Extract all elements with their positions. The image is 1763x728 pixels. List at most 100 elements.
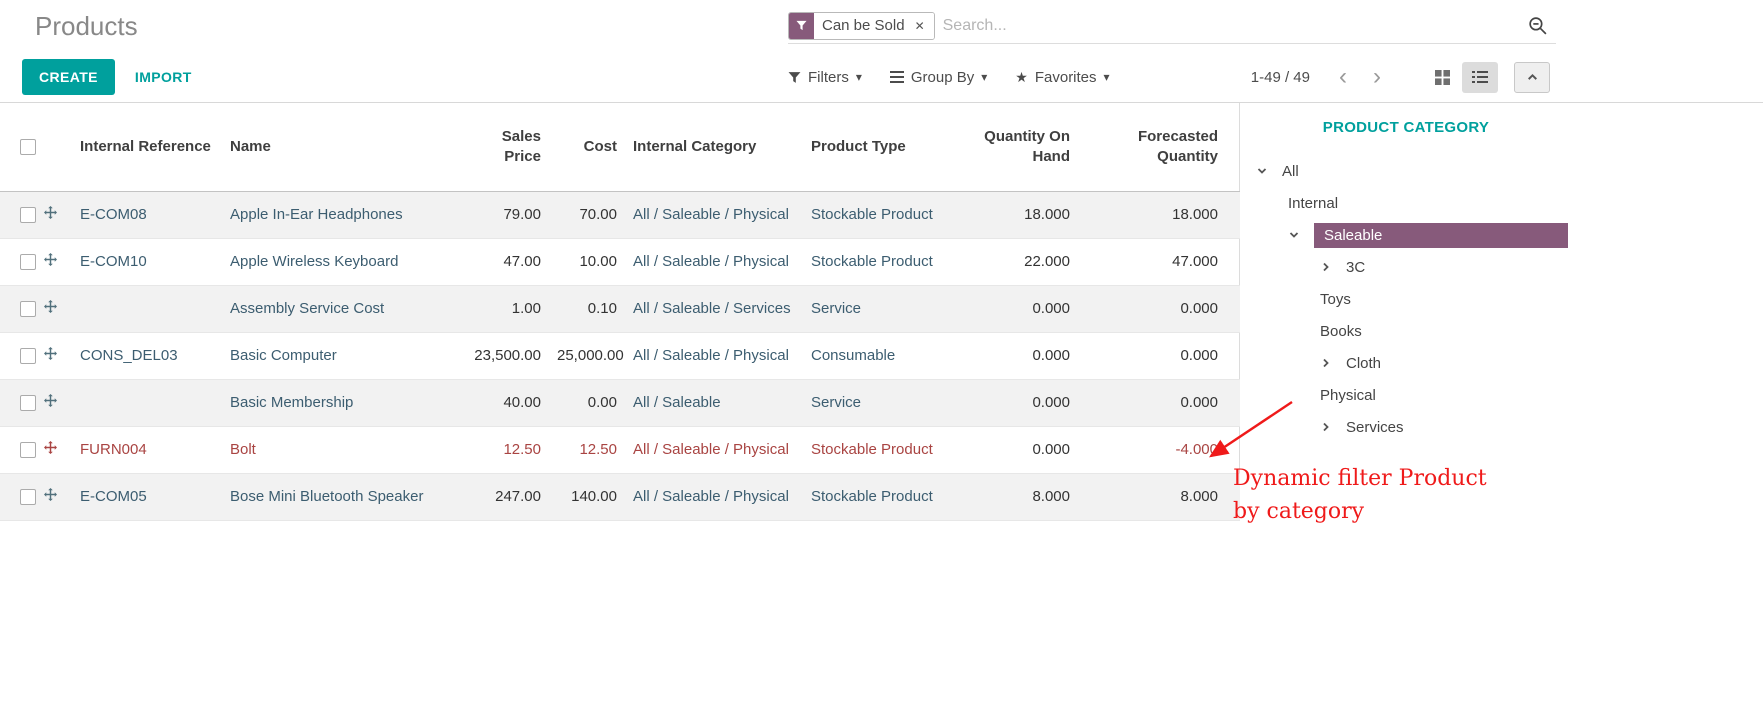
row-checkbox[interactable] — [20, 301, 36, 318]
category-item-internal[interactable]: Internal — [1240, 187, 1572, 219]
product-name-cell[interactable]: Basic Computer — [230, 347, 337, 364]
facet-remove-icon[interactable]: ✕ — [912, 12, 934, 39]
list-view-button[interactable] — [1462, 61, 1498, 93]
filters-label: Filters — [808, 68, 849, 86]
product-name-cell[interactable]: Basic Membership — [230, 394, 354, 411]
sales-price-cell: 1.00 — [511, 300, 541, 317]
row-select-cell — [0, 239, 42, 286]
table-row[interactable]: E-COM10 Apple Wireless Keyboard 47.00 10.00… — [0, 239, 1240, 286]
table-row[interactable]: E-COM08 Apple In-Ear Headphones 79.00 70.00… — [0, 191, 1240, 239]
internal-category-cell: All / Saleable / Services — [633, 300, 791, 317]
import-button[interactable]: IMPORT — [134, 69, 192, 85]
table-row[interactable]: E-COM05 Bose Mini Bluetooth Speaker 247.00… — [0, 473, 1240, 521]
chevron-down-icon[interactable] — [1256, 165, 1282, 177]
product-type-cell: Stockable Product — [811, 206, 933, 223]
group-by-label: Group By — [910, 68, 975, 86]
select-all-checkbox[interactable] — [20, 139, 36, 156]
column-header-cost[interactable]: Cost — [549, 103, 625, 192]
annotation-line-1: Dynamic filter Product — [1233, 466, 1487, 491]
chevron-right-icon[interactable] — [1320, 357, 1346, 369]
table-row[interactable]: FURN004 Bolt 12.50 12.50 All / Saleable / Ph… — [0, 427, 1240, 474]
column-header-internal-reference[interactable]: Internal Reference — [72, 103, 222, 192]
category-item-saleable[interactable]: Saleable — [1240, 219, 1572, 251]
row-checkbox[interactable] — [20, 348, 36, 365]
create-button[interactable]: CREATE — [22, 59, 115, 95]
internal-reference-cell: FURN004 — [80, 441, 147, 458]
search-facet-can-be-sold[interactable]: Can be Sold ✕ — [788, 11, 935, 40]
table-row[interactable]: Basic Membership 40.00 0.00 All / Saleable S… — [0, 379, 1240, 427]
cost-cell: 12.50 — [579, 441, 617, 458]
move-icon — [44, 253, 57, 266]
category-item-toys[interactable]: Toys — [1240, 283, 1572, 315]
product-name-cell[interactable]: Assembly Service Cost — [230, 300, 385, 317]
table-row[interactable]: Assembly Service Cost 1.00 0.10 All / Salea… — [0, 285, 1240, 333]
chevron-right-icon[interactable] — [1320, 421, 1346, 433]
page-title: Products — [35, 10, 138, 41]
drag-handle-icon[interactable] — [42, 474, 72, 521]
row-checkbox[interactable] — [20, 395, 36, 412]
drag-handle-icon[interactable] — [42, 192, 72, 239]
drag-handle-icon[interactable] — [42, 333, 72, 380]
category-item-cloth[interactable]: Cloth — [1240, 347, 1572, 379]
category-label: Toys — [1320, 290, 1351, 308]
category-item-physical[interactable]: Physical — [1240, 379, 1572, 411]
drag-handle-icon[interactable] — [42, 286, 72, 333]
row-select-cell — [0, 286, 42, 333]
product-table: Internal Reference Name Sales Price Cost… — [0, 103, 1240, 521]
drag-handle-icon[interactable] — [42, 427, 72, 474]
pager-previous-button[interactable]: ‹ — [1326, 65, 1360, 89]
row-checkbox[interactable] — [20, 254, 36, 271]
product-name-cell[interactable]: Apple Wireless Keyboard — [230, 253, 399, 270]
favorites-dropdown[interactable]: ★ Favorites ▾ — [1015, 69, 1109, 86]
filters-dropdown[interactable]: Filters ▾ — [788, 69, 862, 86]
chevron-right-icon[interactable] — [1320, 261, 1346, 273]
pager-next-button[interactable]: › — [1360, 65, 1394, 89]
bars-icon — [889, 71, 904, 83]
kanban-view-button[interactable] — [1424, 62, 1460, 93]
column-header-internal-category[interactable]: Internal Category — [625, 103, 803, 192]
chevron-down-icon: ▾ — [981, 70, 988, 84]
list-icon — [1472, 71, 1488, 83]
column-header-product-type[interactable]: Product Type — [803, 103, 963, 192]
chevron-down-icon[interactable] — [1288, 229, 1314, 241]
column-header-forecasted-quantity[interactable]: Forecasted Quantity — [1078, 103, 1240, 192]
quantity-on-hand-cell: 8.000 — [1032, 488, 1070, 505]
column-header-sales-price[interactable]: Sales Price — [457, 103, 549, 192]
sales-price-cell: 47.00 — [503, 253, 541, 270]
move-icon — [44, 488, 57, 501]
row-select-cell — [0, 427, 42, 474]
search-input[interactable] — [942, 8, 1527, 43]
collapse-panel-button[interactable] — [1514, 61, 1550, 93]
cost-cell: 0.10 — [587, 300, 617, 317]
product-name-cell[interactable]: Apple In-Ear Headphones — [230, 206, 403, 223]
top-bar: Products Can be Sold ✕ — [0, 0, 1763, 52]
search-bar: Can be Sold ✕ — [788, 8, 1556, 44]
row-checkbox[interactable] — [20, 489, 36, 506]
product-name-cell[interactable]: Bose Mini Bluetooth Speaker — [230, 488, 424, 505]
pager-and-views: 1-49 / 49 ‹ › — [1251, 61, 1550, 93]
drag-handle-icon[interactable] — [42, 380, 72, 427]
drag-handle-icon[interactable] — [42, 239, 72, 286]
category-label: All — [1282, 162, 1299, 180]
cost-cell: 25,000.00 — [557, 347, 624, 364]
column-header-name[interactable]: Name — [222, 103, 457, 192]
category-item-3c[interactable]: 3C — [1240, 251, 1572, 283]
row-checkbox[interactable] — [20, 207, 36, 224]
row-checkbox[interactable] — [20, 442, 36, 459]
product-name-cell[interactable]: Bolt — [230, 441, 256, 458]
category-item-all[interactable]: All — [1240, 155, 1572, 187]
search-icon[interactable] — [1527, 15, 1548, 36]
column-header-quantity-on-hand[interactable]: Quantity On Hand — [963, 103, 1078, 192]
annotation-text: Dynamic filter Product by category — [1233, 462, 1487, 528]
category-label: Cloth — [1346, 354, 1382, 372]
forecasted-quantity-cell: 0.000 — [1180, 394, 1218, 411]
category-item-books[interactable]: Books — [1240, 315, 1572, 347]
group-by-dropdown[interactable]: Group By ▾ — [889, 68, 988, 86]
forecasted-quantity-cell: 18.000 — [1172, 206, 1218, 223]
chevron-down-icon: ▾ — [1103, 70, 1110, 84]
internal-category-cell: All / Saleable / Physical — [633, 347, 789, 364]
filter-icon — [788, 71, 801, 83]
category-item-services[interactable]: Services — [1240, 411, 1572, 443]
table-row[interactable]: CONS_DEL03 Basic Computer 23,500.00 25,000.… — [0, 333, 1240, 380]
